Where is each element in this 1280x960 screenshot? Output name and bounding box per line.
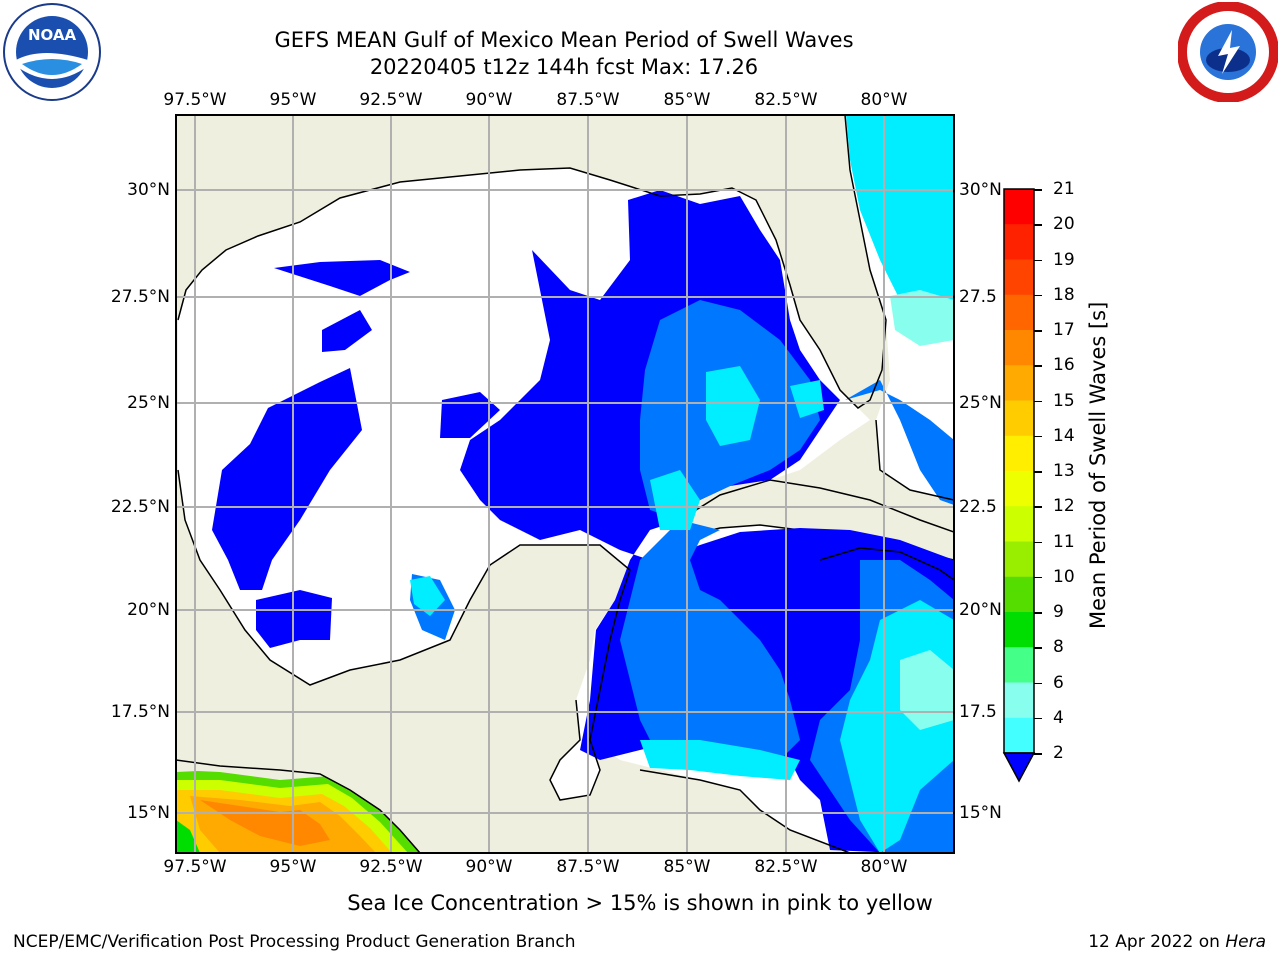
- lat-label-left: 22.5°N: [110, 497, 170, 517]
- map-frame: [175, 114, 955, 854]
- colorbar-segment: [1004, 400, 1034, 437]
- lon-label-bottom: 97.5°W: [163, 857, 227, 877]
- colorbar-tick-mark: [1034, 576, 1042, 579]
- colorbar-tick-mark: [1034, 506, 1042, 508]
- colorbar-segment: [1004, 365, 1034, 401]
- colorbar-segment: [1004, 189, 1034, 225]
- lon-label-top: 92.5°W: [359, 90, 423, 110]
- lon-label-bottom: 80°W: [860, 857, 908, 877]
- colorbar-tick-mark: [1034, 612, 1042, 614]
- colorbar-tick-label: 9: [1053, 602, 1064, 622]
- colorbar-segment: [1004, 294, 1034, 331]
- lat-label-left: 30°N: [127, 180, 170, 200]
- colorbar-tick-mark: [1034, 471, 1042, 473]
- swell-field-light-cyan: [890, 290, 954, 730]
- graticule: [176, 115, 954, 853]
- colorbar-segment: [1004, 506, 1034, 542]
- colorbar-segment: [1004, 259, 1034, 296]
- sea-ice-caption: Sea Ice Concentration > 15% is shown in …: [347, 891, 933, 915]
- colorbar: [1002, 188, 1036, 783]
- colorbar-tick-label: 8: [1053, 637, 1064, 658]
- colorbar-segment: [1004, 224, 1034, 260]
- colorbar-tick-label: 18: [1053, 284, 1075, 305]
- lat-label-right: 27.5: [959, 287, 997, 307]
- colorbar-tick-label: 19: [1053, 249, 1075, 270]
- lon-label-bottom: 82.5°W: [754, 857, 818, 877]
- colorbar-tick-mark: [1034, 753, 1042, 755]
- colorbar-tick-label: 13: [1053, 461, 1075, 481]
- colorbar-tick-label: 20: [1053, 214, 1075, 235]
- colorbar-segment: [1004, 435, 1034, 472]
- colorbar-tick-mark: [1034, 647, 1042, 649]
- lat-label-right: 22.5: [959, 497, 997, 517]
- colorbar-segment: [1004, 471, 1034, 507]
- colorbar-segment: [1004, 541, 1034, 578]
- colorbar-tick-label: 15: [1053, 390, 1075, 411]
- lat-label-right: 15°N: [959, 803, 1002, 823]
- footer-date: 12 Apr 2022 on: [1088, 932, 1226, 952]
- colorbar-tick-label: 10: [1053, 566, 1075, 587]
- lon-label-top: 87.5°W: [556, 90, 620, 110]
- lon-label-top: 85°W: [663, 90, 711, 110]
- colorbar-tick-label: 17: [1053, 320, 1075, 340]
- footer-credit: NCEP/EMC/Verification Post Processing Pr…: [13, 932, 576, 952]
- lon-label-top: 97.5°W: [163, 90, 227, 110]
- colorbar-tick-mark: [1034, 259, 1042, 261]
- chart-title: GEFS MEAN Gulf of Mexico Mean Period of …: [274, 28, 854, 52]
- colorbar-tick-label: 6: [1053, 672, 1064, 693]
- chart-subtitle: 20220405 t12z 144h fcst Max: 17.26: [369, 55, 759, 79]
- colorbar-segment: [1004, 330, 1034, 366]
- lon-label-top: 80°W: [860, 90, 908, 110]
- lat-label-right: 25°N: [959, 393, 1002, 413]
- colorbar-segment: [1004, 682, 1034, 719]
- colorbar-tick-label: 12: [1053, 496, 1075, 517]
- lat-label-left: 25°N: [127, 393, 170, 413]
- colorbar-tick-label: 11: [1053, 531, 1075, 552]
- colorbar-tick-mark: [1034, 330, 1042, 332]
- colorbar-tick-mark: [1034, 224, 1042, 226]
- colorbar-tick-mark: [1034, 541, 1042, 543]
- lat-label-right: 20°N: [959, 600, 1002, 620]
- lat-label-left: 27.5°N: [110, 287, 170, 307]
- colorbar-tick-mark: [1034, 682, 1042, 684]
- colorbar-tick-mark: [1034, 717, 1042, 720]
- lon-label-bottom: 95°W: [269, 857, 317, 877]
- colorbar-tick-mark: [1034, 400, 1042, 402]
- lat-label-right: 17.5: [959, 702, 997, 722]
- lon-label-top: 90°W: [465, 90, 513, 110]
- central-america-land: [176, 760, 420, 853]
- nws-logo: [1177, 1, 1279, 106]
- colorbar-tick-mark: [1034, 189, 1042, 191]
- noaa-logo: NOAA: [2, 2, 102, 106]
- lon-label-bottom: 87.5°W: [556, 857, 620, 877]
- colorbar-tick-mark: [1034, 365, 1042, 367]
- lon-label-bottom: 92.5°W: [359, 857, 423, 877]
- lon-label-bottom: 85°W: [663, 857, 711, 877]
- footer-timestamp: 12 Apr 2022 on Hera: [1088, 932, 1266, 952]
- colorbar-segment: [1004, 717, 1034, 754]
- lon-label-top: 95°W: [269, 90, 317, 110]
- lat-label-left: 17.5°N: [110, 702, 170, 722]
- lon-label-top: 82.5°W: [754, 90, 818, 110]
- colorbar-segment: [1004, 612, 1034, 648]
- colorbar-segment: [1004, 647, 1034, 683]
- colorbar-tick-mark: [1034, 294, 1042, 297]
- colorbar-tick-label: 14: [1053, 425, 1075, 446]
- lat-label-left: 20°N: [127, 600, 170, 620]
- svg-text:NOAA: NOAA: [28, 26, 77, 44]
- colorbar-tick-label: 16: [1053, 355, 1075, 376]
- colorbar-tick-label: 21: [1053, 179, 1075, 199]
- colorbar-tick-label: 4: [1053, 707, 1064, 728]
- colorbar-under-triangle: [1004, 753, 1034, 781]
- colorbar-label: Mean Period of Swell Waves [s]: [1086, 301, 1110, 629]
- colorbar-segment: [1004, 576, 1034, 613]
- lat-label-right: 30°N: [959, 180, 1002, 200]
- lat-label-left: 15°N: [127, 803, 170, 823]
- footer-host: Hera: [1225, 932, 1266, 952]
- colorbar-tick-mark: [1034, 435, 1042, 438]
- colorbar-tick-label: 2: [1053, 743, 1064, 763]
- lon-label-bottom: 90°W: [465, 857, 513, 877]
